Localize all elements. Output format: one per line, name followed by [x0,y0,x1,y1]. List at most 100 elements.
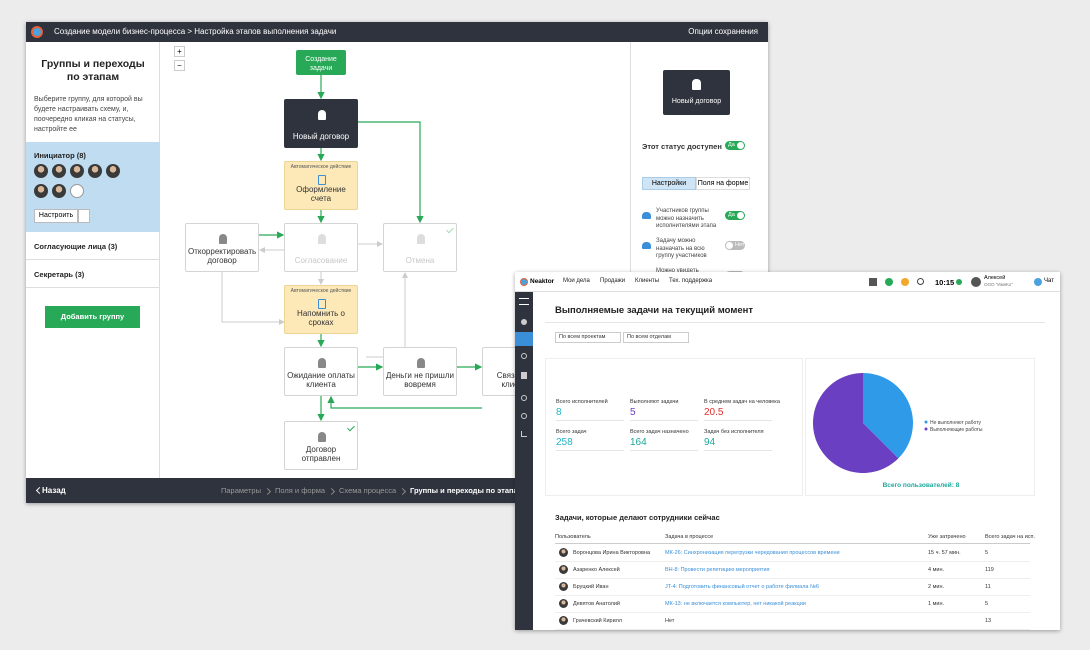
filter-select[interactable]: По всем проектам [555,332,621,343]
column-header: Задача в процессе [665,534,714,540]
stat-rule [556,420,624,421]
filter-select[interactable]: По всем отделам [623,332,689,343]
pie-slice [863,373,913,459]
status-node[interactable]: Отмена [383,223,457,272]
status-name: Новый договор [671,98,722,105]
zoom-in[interactable]: + [174,46,185,57]
user: Алексей [984,275,1006,281]
group[interactable]: Секретарь (3) [26,260,160,288]
configure-dropdown[interactable] [78,209,90,223]
save-options[interactable]: Опции сохранения [688,27,758,36]
pie-caption: Всего пользователей: 8 [882,482,960,489]
status-node[interactable]: Новый договор [284,99,358,148]
action-icon [318,299,326,309]
cell[interactable]: JT-4: Подготовить финансовый отчет о раб… [665,584,819,590]
status-node[interactable]: Автоматическое действие Напомнить о срока… [284,285,358,334]
group-name: Секретарь (3) [34,270,85,279]
search-icon[interactable] [917,278,924,285]
status-node[interactable]: Создание задачи [296,50,346,75]
column-header: Уже затрачено [928,534,966,540]
person-icon [417,234,425,244]
menu-item[interactable]: Продажи [600,278,626,284]
stat-value: 8 [556,407,562,418]
menu-icon[interactable] [519,298,529,305]
node-label: Договор отправлен [301,445,341,463]
stat-value: 5 [630,407,636,418]
nav-icon[interactable] [521,372,527,379]
title: Выполняемые задачи на текущий момент [555,305,754,316]
avatar [559,548,568,557]
nav-active[interactable] [515,332,533,346]
avatar [88,164,102,178]
cell: Азаренко Алексей [573,567,620,573]
zoom-out[interactable]: − [174,60,185,71]
toggle[interactable]: Нет [725,241,745,250]
node-label: Деньги не пришли вовремя [386,371,454,389]
legend-marker [924,420,928,424]
nav-icon[interactable] [521,353,527,359]
status-node[interactable]: Согласование [284,223,358,272]
step[interactable]: Группы и переходы по этапам [410,486,524,495]
tab[interactable]: Настройки [642,177,696,190]
icon[interactable] [885,278,893,286]
row-rule [555,561,1030,562]
add-group-button[interactable]: Добавить группу [45,306,140,328]
option-text: Участников группы можно назначить исполн… [656,208,717,229]
add-member[interactable] [70,184,84,198]
header-rule [555,543,1030,544]
stat-rule [704,450,772,451]
status-node[interactable]: Автоматическое действие Оформление счета [284,161,358,210]
available-label: Этот статус доступен [642,142,722,151]
status-card: Новый договор [663,70,730,115]
toggle[interactable]: Да [725,211,745,220]
connectors [221,75,483,422]
avatar [106,164,120,178]
cell[interactable]: МК-13: не включается компьютер, нет ника… [665,601,806,607]
icon[interactable] [901,278,909,286]
status-node[interactable]: Откорректировать договор [185,223,259,272]
avatar [971,277,981,287]
node-label: Оформление счета [296,185,346,203]
group-selected[interactable]: Инициатор (8) Настроить [26,142,160,232]
person-icon [318,110,326,120]
node-label: Ожидание оплаты клиента [287,371,355,389]
step[interactable]: Параметры [221,486,261,495]
toggle[interactable]: Да [725,141,745,150]
status-node[interactable]: Деньги не пришли вовремя [383,347,457,396]
tab[interactable]: Поля на форме [696,177,750,190]
group-name: Инициатор (8) [34,151,86,160]
configure-button[interactable]: Настроить [34,209,78,223]
back-button[interactable]: Назад [42,486,66,495]
avatar [559,582,568,591]
sidebar: Группы и переходы по этапам Выберите гру… [26,42,160,478]
step[interactable]: Схема процесса [339,486,397,495]
group[interactable]: Согласующие лица (3) [26,232,160,260]
person-icon [318,234,326,244]
cell[interactable]: ВН-8: Провести репетицию мероприятия [665,567,770,573]
nav-icon[interactable] [521,395,527,401]
menu-item[interactable]: Тех. поддержка [669,278,713,284]
step[interactable]: Поля и форма [275,486,326,495]
top-bar: Neaktor Мои дела Продажи Клиенты Тех. подде… [515,272,1060,292]
stat-rule [630,420,698,421]
status-node[interactable]: Ожидание оплаты клиента [284,347,358,396]
chat[interactable]: Чат [1044,278,1054,284]
nav-icon[interactable] [521,413,527,419]
menu-item[interactable]: Мои дела [563,278,590,284]
stat-label: Всего задач [556,429,587,435]
chat-icon[interactable] [1034,278,1042,286]
avatar [34,164,48,178]
table-title: Задачи, которые делают сотрудники сейчас [555,513,720,522]
avatar [559,565,568,574]
cell: Воронцова Ирина Викторовна [573,550,651,556]
cell: Грачевский Кирилл [573,618,623,624]
avatar [34,184,48,198]
menu-item[interactable]: Клиенты [635,278,660,284]
cell[interactable]: МК-26: Синхронизация перегрузки чередова… [665,550,840,556]
nav-icon[interactable] [521,431,527,437]
cell: 1 мин. [928,601,945,607]
nav-icon[interactable] [521,319,527,325]
status-node[interactable]: Договор отправлен [284,421,358,470]
icon[interactable] [869,278,877,286]
